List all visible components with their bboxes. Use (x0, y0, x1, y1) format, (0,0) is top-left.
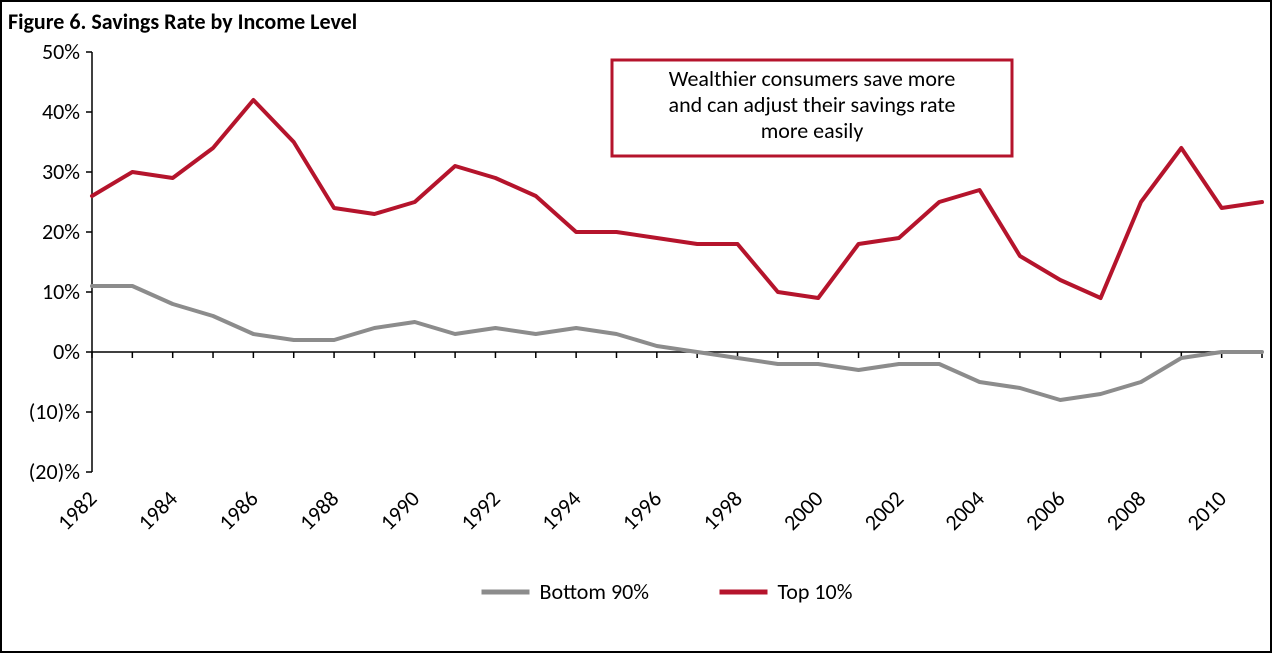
y-tick-label: (10)% (29, 398, 81, 425)
y-tick-label: 20% (42, 218, 80, 245)
x-tick-label: 1996 (616, 485, 667, 536)
x-tick-label: 1982 (52, 485, 103, 536)
line-chart: (20)% (10)% 0% 10% 20% 30% 40% 50% 1982 1984 1986 1… (2, 42, 1272, 655)
legend-label: Bottom 90% (540, 578, 650, 605)
annotation-text: and can adjust their savings rate (669, 91, 956, 118)
x-tick-label: 1992 (455, 485, 506, 536)
x-tick-label: 1990 (374, 485, 425, 536)
y-tick-label: 30% (42, 158, 80, 185)
x-tick-label: 2004 (939, 485, 990, 536)
x-tick-label: 2006 (1020, 485, 1071, 536)
y-tick-label: 50% (42, 42, 80, 65)
x-tick-label: 2010 (1181, 485, 1232, 536)
series-line-bottom-90- (92, 286, 1262, 400)
chart-area: (20)% (10)% 0% 10% 20% 30% 40% 50% 1982 1984 1986 1… (2, 42, 1270, 651)
x-tick-label: 1994 (536, 485, 587, 536)
y-tick-label: 0% (53, 338, 80, 365)
y-tick-label: 40% (42, 98, 80, 125)
annotation-text: Wealthier consumers save more (669, 65, 956, 92)
figure-container: Figure 6. Savings Rate by Income Level (… (0, 0, 1272, 653)
x-tick-label: 2002 (859, 485, 910, 536)
annotation-text: more easily (761, 117, 864, 144)
figure-title: Figure 6. Savings Rate by Income Level (8, 8, 357, 35)
y-tick-label: (20)% (29, 458, 81, 485)
legend-label: Top 10% (778, 578, 853, 605)
y-tick-label: 10% (42, 278, 80, 305)
x-tick-label: 2008 (1101, 485, 1152, 536)
x-tick-label: 1988 (294, 485, 345, 536)
x-tick-label: 1986 (213, 485, 264, 536)
x-tick-label: 2000 (778, 485, 829, 536)
x-tick-label: 1998 (697, 485, 748, 536)
x-tick-label: 1984 (132, 485, 183, 536)
